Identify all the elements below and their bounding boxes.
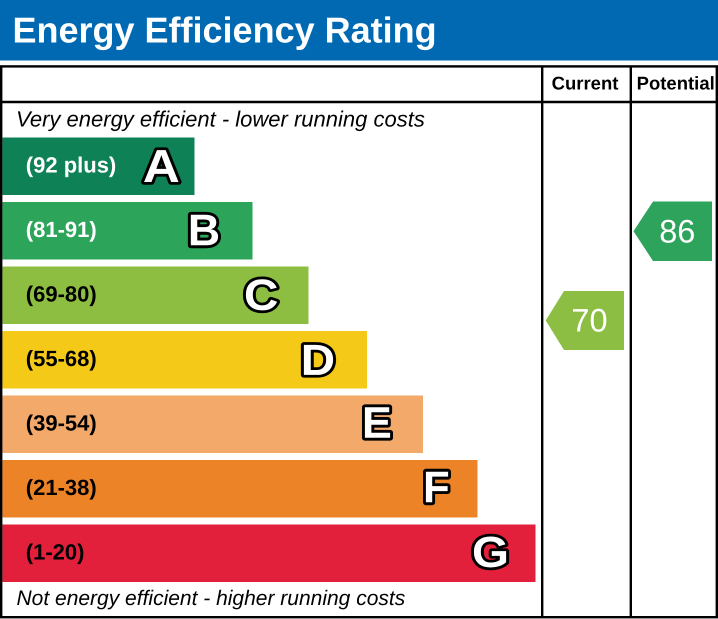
- svg-text:Energy Efficiency Rating: Energy Efficiency Rating: [13, 10, 437, 51]
- svg-text:(81-91): (81-91): [26, 217, 97, 242]
- svg-text:Potential: Potential: [637, 73, 715, 94]
- svg-text:(92 plus): (92 plus): [26, 153, 116, 178]
- svg-text:(39-54): (39-54): [26, 411, 97, 436]
- svg-text:(69-80): (69-80): [26, 282, 97, 307]
- svg-text:Very energy efficient - lower: Very energy efficient - lower running co…: [16, 107, 425, 132]
- svg-text:(55-68): (55-68): [26, 346, 97, 371]
- svg-text:(21-38): (21-38): [26, 475, 97, 500]
- svg-text:86: 86: [659, 213, 695, 249]
- svg-text:Not energy efficient - higher: Not energy efficient - higher running co…: [17, 587, 406, 610]
- svg-text:(1-20): (1-20): [26, 540, 85, 565]
- svg-text:Current: Current: [552, 73, 619, 94]
- svg-text:70: 70: [571, 303, 607, 339]
